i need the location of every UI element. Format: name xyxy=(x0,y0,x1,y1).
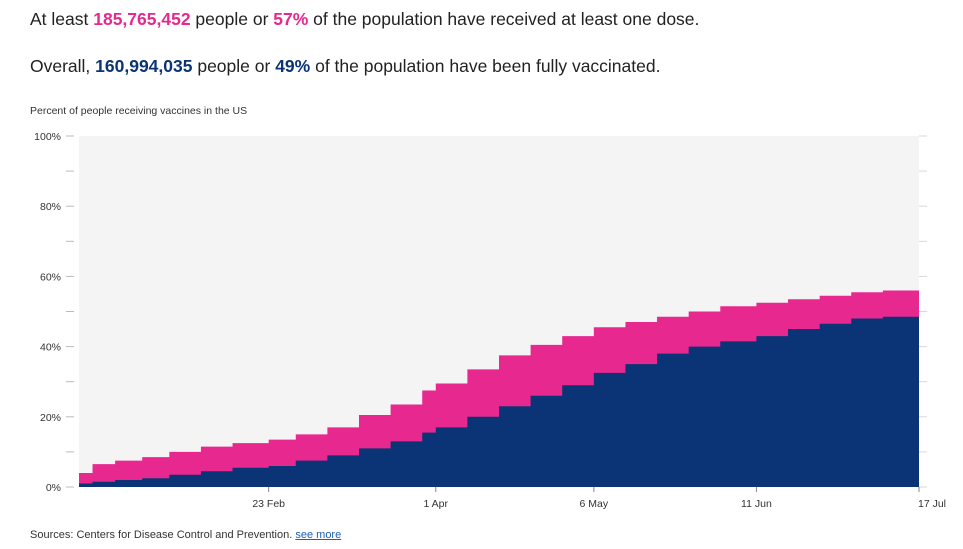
source-note: Sources: Centers for Disease Control and… xyxy=(30,529,341,541)
fully-vaccinated-count: 160,994,035 xyxy=(95,56,193,76)
one-dose-count: 185,765,452 xyxy=(93,9,191,29)
y-tick-label: 60% xyxy=(40,271,61,283)
headline-fully-middle: people or xyxy=(192,56,276,76)
vaccination-chart: Percent of people receiving vaccines in … xyxy=(30,105,946,510)
see-more-link[interactable]: see more xyxy=(295,529,342,541)
y-tick-label: 40% xyxy=(40,342,61,354)
chart-title: Percent of people receiving vaccines in … xyxy=(30,105,247,117)
x-tick-label: 11 Jun xyxy=(741,498,772,510)
x-tick-label: 1 Apr xyxy=(424,498,449,510)
x-axis: 23 Feb 1 Apr 6 May 11 Jun 17 Jul xyxy=(252,487,946,510)
y-tick-label: 0% xyxy=(46,482,61,494)
y-tick-label: 100% xyxy=(34,131,61,143)
source-text: Sources: Centers for Disease Control and… xyxy=(30,529,296,541)
headline-fully-suffix: of the population have been fully vaccin… xyxy=(310,56,661,76)
x-tick-label: 23 Feb xyxy=(252,498,285,510)
headline-one-dose-middle: people or xyxy=(190,9,274,29)
headline-fully-vaccinated: Overall, 160,994,035 people or 49% of th… xyxy=(30,56,660,77)
fully-vaccinated-percent: 49% xyxy=(275,56,311,76)
x-tick-label: 6 May xyxy=(580,498,609,510)
x-tick-label: 17 Jul xyxy=(918,498,946,510)
headline-one-dose-prefix: At least xyxy=(30,9,94,29)
area-series-1 xyxy=(79,315,919,487)
headline-one-dose-suffix: of the population have received at least… xyxy=(308,9,700,29)
headline-one-dose: At least 185,765,452 people or 57% of th… xyxy=(30,9,699,30)
y-tick-label: 20% xyxy=(40,412,61,424)
y-axis-guides xyxy=(919,135,927,488)
y-tick-label: 80% xyxy=(40,201,61,213)
headline-fully-prefix: Overall, xyxy=(30,56,96,76)
chart-areas xyxy=(79,288,919,487)
one-dose-percent: 57% xyxy=(273,9,309,29)
y-axis: 0% 20% 40% 60% 80% 100% xyxy=(34,131,74,494)
